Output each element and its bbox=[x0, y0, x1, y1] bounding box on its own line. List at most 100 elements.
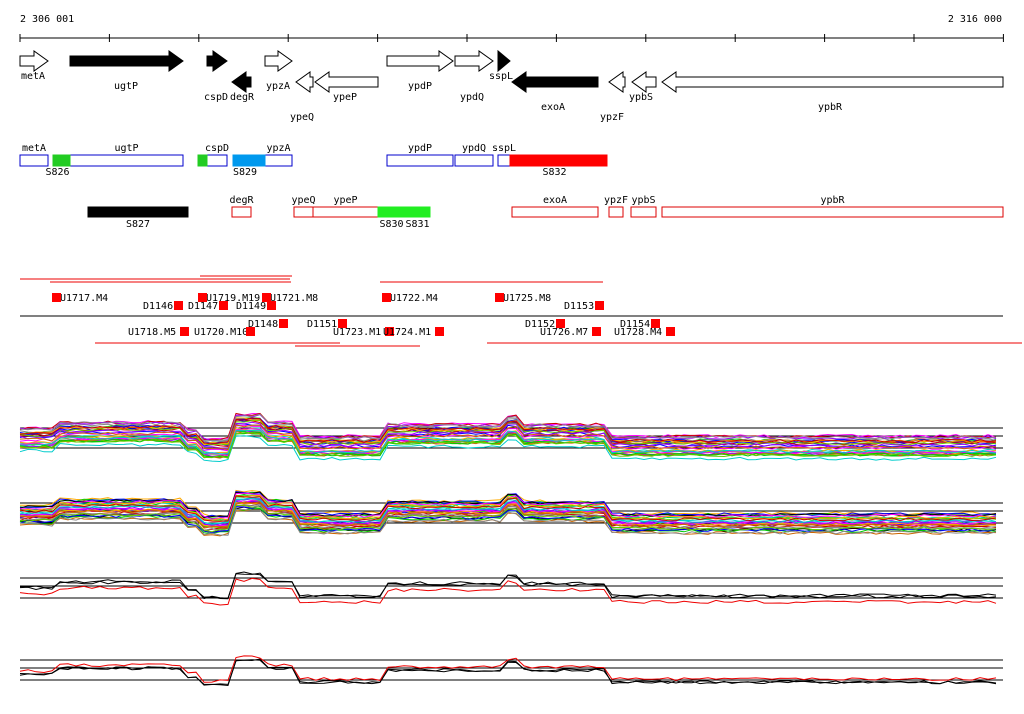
feature-label: degR bbox=[229, 195, 254, 206]
expression-trace bbox=[19, 504, 997, 533]
expression-trace bbox=[19, 659, 997, 687]
gene-arrow bbox=[497, 49, 511, 73]
expression-trace bbox=[19, 494, 997, 521]
feature-label: ypzF bbox=[604, 195, 628, 206]
gene-arrow bbox=[206, 50, 228, 72]
gene-arrow bbox=[661, 71, 1004, 93]
feature-label: ypzA bbox=[266, 143, 290, 154]
feature-box bbox=[19, 154, 49, 167]
tu-label: U1728.M4 bbox=[614, 327, 662, 338]
expression-trace bbox=[19, 417, 997, 445]
expression-trace bbox=[19, 501, 997, 529]
feature-box bbox=[312, 206, 379, 218]
tu-marker bbox=[595, 301, 604, 310]
feature-box bbox=[206, 154, 228, 167]
feature-box bbox=[454, 154, 494, 167]
feature-box bbox=[52, 154, 71, 167]
gene-arrow bbox=[511, 71, 599, 93]
feature-label: S826 bbox=[45, 167, 69, 178]
feature-box bbox=[293, 206, 314, 218]
tu-marker bbox=[556, 319, 565, 328]
feature-label: ugtP bbox=[114, 143, 138, 154]
tu-label: D1148 bbox=[248, 319, 278, 330]
gene-label: ypzA bbox=[266, 81, 290, 92]
gene-arrow bbox=[314, 71, 379, 93]
ruler-end: 2 316 000 bbox=[948, 14, 1002, 25]
tu-label: D1153 bbox=[564, 301, 594, 312]
feature-label: ypdP bbox=[408, 143, 432, 154]
tu-label: U1718.M5 bbox=[128, 327, 176, 338]
tu-marker bbox=[246, 327, 255, 336]
feature-label: sspL bbox=[492, 143, 516, 154]
tu-marker bbox=[495, 293, 504, 302]
tu-label: U1721.M8 bbox=[270, 293, 318, 304]
expression-trace bbox=[19, 429, 997, 455]
tu-label: U1723.M1 bbox=[333, 327, 381, 338]
tu-marker bbox=[382, 293, 391, 302]
tu-label: D1152 bbox=[525, 319, 555, 330]
feature-box bbox=[197, 154, 208, 167]
feature-box bbox=[608, 206, 624, 218]
gene-label: ypbS bbox=[629, 92, 653, 103]
tu-marker bbox=[262, 293, 271, 302]
feature-box bbox=[509, 154, 608, 167]
tu-label: D1149 bbox=[236, 301, 266, 312]
tu-marker bbox=[385, 327, 394, 336]
feature-label: S831 bbox=[405, 219, 429, 230]
feature-box bbox=[404, 206, 431, 218]
feature-box bbox=[630, 206, 657, 218]
tu-label: U1717.M4 bbox=[60, 293, 108, 304]
feature-label: exoA bbox=[543, 195, 567, 206]
gene-label: ypbR bbox=[818, 102, 843, 113]
tu-marker bbox=[174, 301, 183, 310]
feature-label: S832 bbox=[542, 167, 566, 178]
tu-marker bbox=[219, 301, 228, 310]
tu-label: U1725.M8 bbox=[503, 293, 551, 304]
feature-label: S829 bbox=[233, 167, 257, 178]
tu-label: D1151 bbox=[307, 319, 337, 330]
tu-label: D1146 bbox=[143, 301, 173, 312]
tu-label: D1147 bbox=[188, 301, 218, 312]
tu-marker bbox=[180, 327, 189, 336]
feature-label: S827 bbox=[126, 219, 150, 230]
expression-trace bbox=[19, 435, 997, 463]
tu-label: U1722.M4 bbox=[390, 293, 438, 304]
expression-trace bbox=[19, 420, 997, 446]
gene-arrow bbox=[231, 71, 252, 93]
feature-box bbox=[511, 206, 599, 218]
gene-arrow bbox=[295, 71, 314, 93]
gene-label: ugtP bbox=[114, 81, 138, 92]
expression-trace bbox=[19, 495, 997, 522]
feature-label: ypeP bbox=[333, 195, 357, 206]
feature-box bbox=[264, 154, 293, 167]
feature-box bbox=[386, 154, 454, 167]
expression-trace bbox=[19, 571, 997, 600]
gene-label: cspD bbox=[204, 92, 228, 103]
feature-label: ypdQ bbox=[462, 143, 486, 154]
tu-label: D1154 bbox=[620, 319, 650, 330]
expression-trace bbox=[19, 424, 997, 451]
gene-label: ypeQ bbox=[290, 112, 314, 123]
tu-marker bbox=[666, 327, 675, 336]
gene-label: ypeP bbox=[333, 92, 357, 103]
feature-box bbox=[377, 206, 406, 218]
expression-trace bbox=[19, 421, 997, 449]
tu-marker bbox=[198, 293, 207, 302]
gene-arrow bbox=[264, 50, 293, 72]
gene-label: ypzF bbox=[600, 112, 624, 123]
gene-label: ypdQ bbox=[460, 92, 484, 103]
gene-label: metA bbox=[21, 71, 45, 82]
gene-label: sspL bbox=[489, 71, 513, 82]
feature-box bbox=[87, 206, 189, 218]
feature-box bbox=[661, 206, 1004, 218]
expression-trace bbox=[19, 508, 997, 536]
feature-label: metA bbox=[22, 143, 46, 154]
tu-label: U1724.M1 bbox=[383, 327, 431, 338]
tu-marker bbox=[338, 319, 347, 328]
feature-label: ypbR bbox=[820, 195, 845, 206]
gene-arrow bbox=[19, 50, 49, 72]
tu-marker bbox=[279, 319, 288, 328]
feature-box bbox=[232, 154, 266, 167]
